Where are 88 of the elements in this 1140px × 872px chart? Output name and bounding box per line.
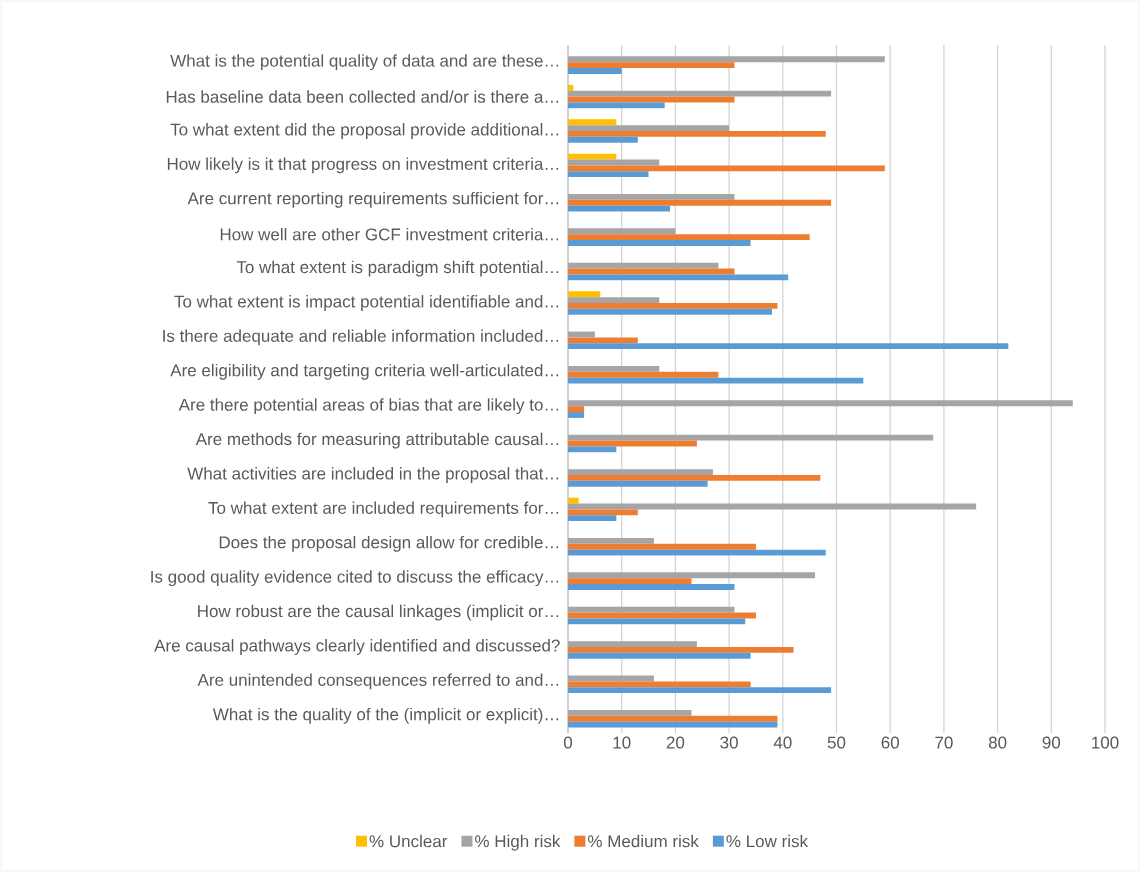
x-tick-label: 30	[720, 736, 738, 749]
x-tick-label: 40	[773, 736, 792, 749]
bar	[568, 709, 692, 716]
y-tick-label: How robust are the causal linkages (implicit or…	[198, 604, 559, 621]
bar	[568, 509, 638, 516]
bar	[568, 102, 665, 109]
bar	[568, 297, 660, 303]
bar	[568, 234, 810, 241]
bar	[568, 131, 826, 137]
bar	[568, 475, 821, 481]
x-tick-label: 10	[613, 736, 631, 749]
bar	[568, 262, 719, 269]
bar	[568, 84, 574, 91]
bar	[568, 537, 654, 544]
bar	[568, 337, 638, 344]
bar	[568, 400, 1073, 407]
y-tick-label: Are eligibility and targeting criteria well-articulated…	[170, 363, 559, 380]
bar	[568, 497, 579, 504]
bar	[568, 618, 746, 625]
bar	[568, 606, 735, 613]
y-tick-label: Are there potential areas of bias that are likely to…	[178, 398, 559, 415]
y-tick-label: What activities are included in the proposal that…	[187, 467, 559, 483]
bar	[568, 119, 617, 126]
y-tick-label: Is good quality evidence cited to discuss the efficacy…	[151, 570, 559, 587]
bar	[568, 125, 730, 131]
y-tick-label: What is the potential quality of data and are these…	[170, 54, 559, 71]
bar	[568, 412, 585, 418]
x-tick-label: 70	[935, 736, 953, 749]
y-tick-label: To what extent are included requirements for…	[208, 501, 559, 518]
bar	[568, 62, 735, 69]
bar	[568, 647, 794, 653]
bar	[568, 715, 778, 722]
bar	[568, 578, 692, 585]
bar	[568, 153, 617, 160]
bar	[568, 434, 934, 441]
bar	[568, 228, 676, 235]
y-tick-label: How well are other GCF investment criteria…	[220, 227, 559, 241]
y-tick-label: Is there adequate and reliable information included…	[163, 329, 559, 346]
x-tick-label: 100	[1092, 736, 1119, 749]
bar	[568, 90, 832, 97]
x-tick-label: 80	[988, 736, 1007, 749]
bar	[568, 165, 885, 172]
x-tick-label: 60	[881, 736, 899, 749]
y-tick-label: Are causal pathways clearly identified and discussed?	[154, 639, 560, 655]
bar	[568, 365, 660, 372]
bar	[568, 515, 617, 522]
y-tick-label: Are methods for measuring attributable causal…	[195, 432, 559, 449]
bar	[568, 469, 713, 475]
legend-label: % Medium risk	[588, 834, 699, 848]
bar	[568, 406, 585, 413]
bar	[568, 371, 719, 378]
x-tick-label: 90	[1042, 736, 1061, 749]
bar	[568, 543, 756, 550]
bar	[568, 308, 773, 315]
y-tick-label: To what extent is paradigm shift potential…	[236, 260, 559, 277]
bar	[568, 68, 622, 74]
bar	[568, 240, 751, 246]
bar	[568, 480, 708, 487]
y-tick-label: What is the quality of the (implicit or explicit)…	[212, 707, 559, 724]
bar	[568, 641, 697, 647]
y-tick-label: Are unintended consequences referred to and…	[197, 673, 559, 690]
y-tick-label: To what extent is impact potential identifiable and…	[174, 295, 559, 311]
legend-label: % Unclear	[369, 834, 448, 848]
bar	[568, 681, 751, 688]
x-tick-label: 0	[563, 736, 573, 749]
bar	[568, 199, 832, 206]
bar	[568, 343, 1009, 350]
y-tick-label: Has baseline data been collected and/or is there a…	[166, 90, 559, 103]
bar	[568, 652, 751, 659]
bar	[568, 303, 778, 309]
legend-label: % Low risk	[726, 834, 809, 848]
bar	[568, 171, 649, 178]
y-tick-label: Are current reporting requirements sufficient for…	[187, 191, 559, 208]
legend-label: % High risk	[475, 834, 561, 851]
y-tick-label: How likely is it that progress on investment criteria…	[167, 157, 559, 174]
y-tick-label: To what extent did the proposal provide additional…	[170, 123, 559, 139]
bar	[568, 446, 617, 453]
bar	[568, 136, 638, 143]
x-tick-label: 20	[666, 736, 685, 749]
x-tick-label: 50	[827, 736, 846, 749]
bar	[568, 193, 735, 200]
bar	[568, 291, 601, 298]
bar	[568, 584, 735, 590]
bar	[568, 274, 789, 281]
y-tick-label: Does the proposal design allow for credible…	[219, 535, 559, 552]
bar	[568, 687, 832, 694]
bar	[568, 572, 816, 579]
bar	[568, 56, 885, 63]
